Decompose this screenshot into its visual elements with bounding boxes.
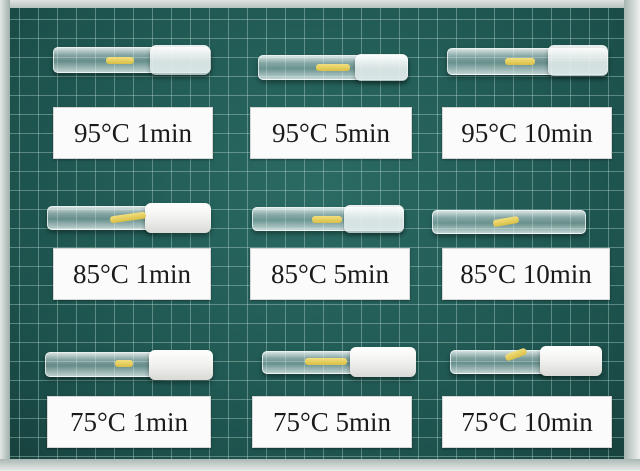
label-75c-1min: 75°C 1min (47, 396, 211, 448)
label-95c-5min: 95°C 5min (250, 107, 412, 159)
mat-edge-bottom (0, 459, 640, 471)
label-85c-10min: 85°C 10min (442, 248, 610, 300)
sample-75c-1min (115, 360, 133, 367)
sample-95c-1min (106, 57, 134, 64)
cap-75c-10min (540, 346, 602, 376)
tube-95c-5min-end (355, 54, 408, 81)
tube-85c-5min-end (344, 205, 404, 233)
tube-95c-1min-end (150, 45, 210, 75)
mat-edge-right (624, 0, 640, 471)
label-85c-5min: 85°C 5min (250, 248, 410, 300)
sample-85c-5min (312, 216, 342, 223)
label-75c-5min: 75°C 5min (252, 396, 412, 448)
label-85c-1min: 85°C 1min (53, 248, 211, 300)
mat-edge-top (0, 0, 640, 8)
label-75c-10min: 75°C 10min (442, 396, 612, 448)
tube-75c-1min (45, 352, 163, 377)
sample-95c-10min (505, 58, 535, 65)
cap-75c-5min (350, 347, 416, 377)
sample-75c-5min (305, 358, 347, 365)
tube-95c-10min-end (548, 45, 608, 76)
cap-75c-1min (149, 350, 213, 380)
label-95c-10min: 95°C 10min (442, 107, 612, 159)
mat-edge-left (0, 0, 10, 471)
cap-85c-1min (145, 203, 211, 233)
sample-95c-5min (316, 64, 350, 71)
label-95c-1min: 95°C 1min (53, 107, 213, 159)
